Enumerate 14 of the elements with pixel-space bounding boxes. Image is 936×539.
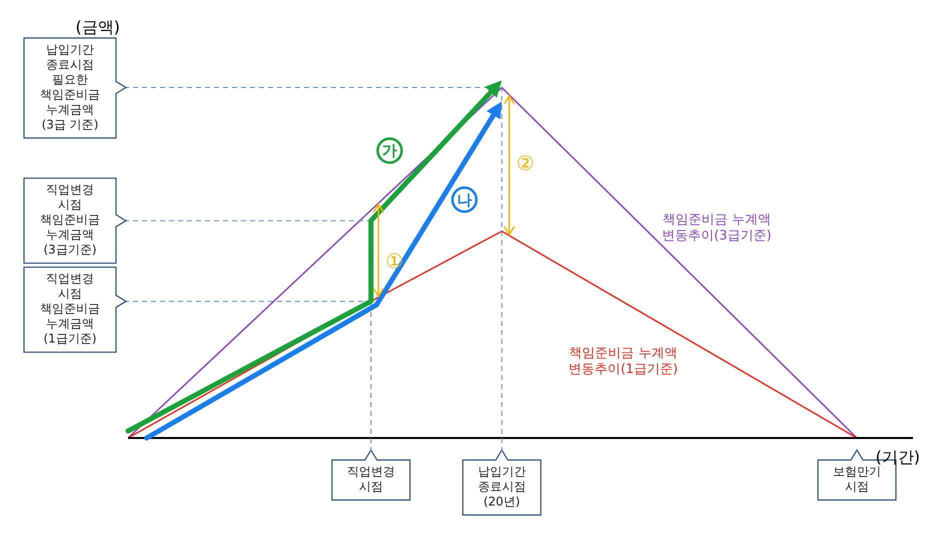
x-axis-title: (기간) — [876, 447, 920, 466]
text: 직업변경 시점 책임준비금 누계금액 (1급기준) — [40, 272, 100, 346]
text: 납입기간 종료시점 필요한 책임준비금 누계금액 (3급 기준) — [40, 42, 100, 132]
x-tick-label: 직업변경 시점 — [346, 464, 395, 494]
annotation: ② — [516, 151, 534, 176]
series-label: 책임준비금 누계액 변동추이(1급기준) — [568, 345, 678, 376]
text: 직업변경 시점 책임준비금 누계금액 (3급기준) — [40, 182, 100, 257]
annotation: 나 — [456, 190, 472, 209]
x-tick-label: 보험만기 시점 — [832, 464, 881, 494]
series-label: 책임준비금 누계액 변동추이(3급기준) — [662, 212, 772, 244]
x-tick-label: 납입기간 종료시점 (20년) — [478, 464, 526, 509]
annotation: ① — [385, 249, 404, 274]
annotation: 가 — [382, 142, 398, 160]
y-axis-title: (금액) — [76, 17, 120, 36]
